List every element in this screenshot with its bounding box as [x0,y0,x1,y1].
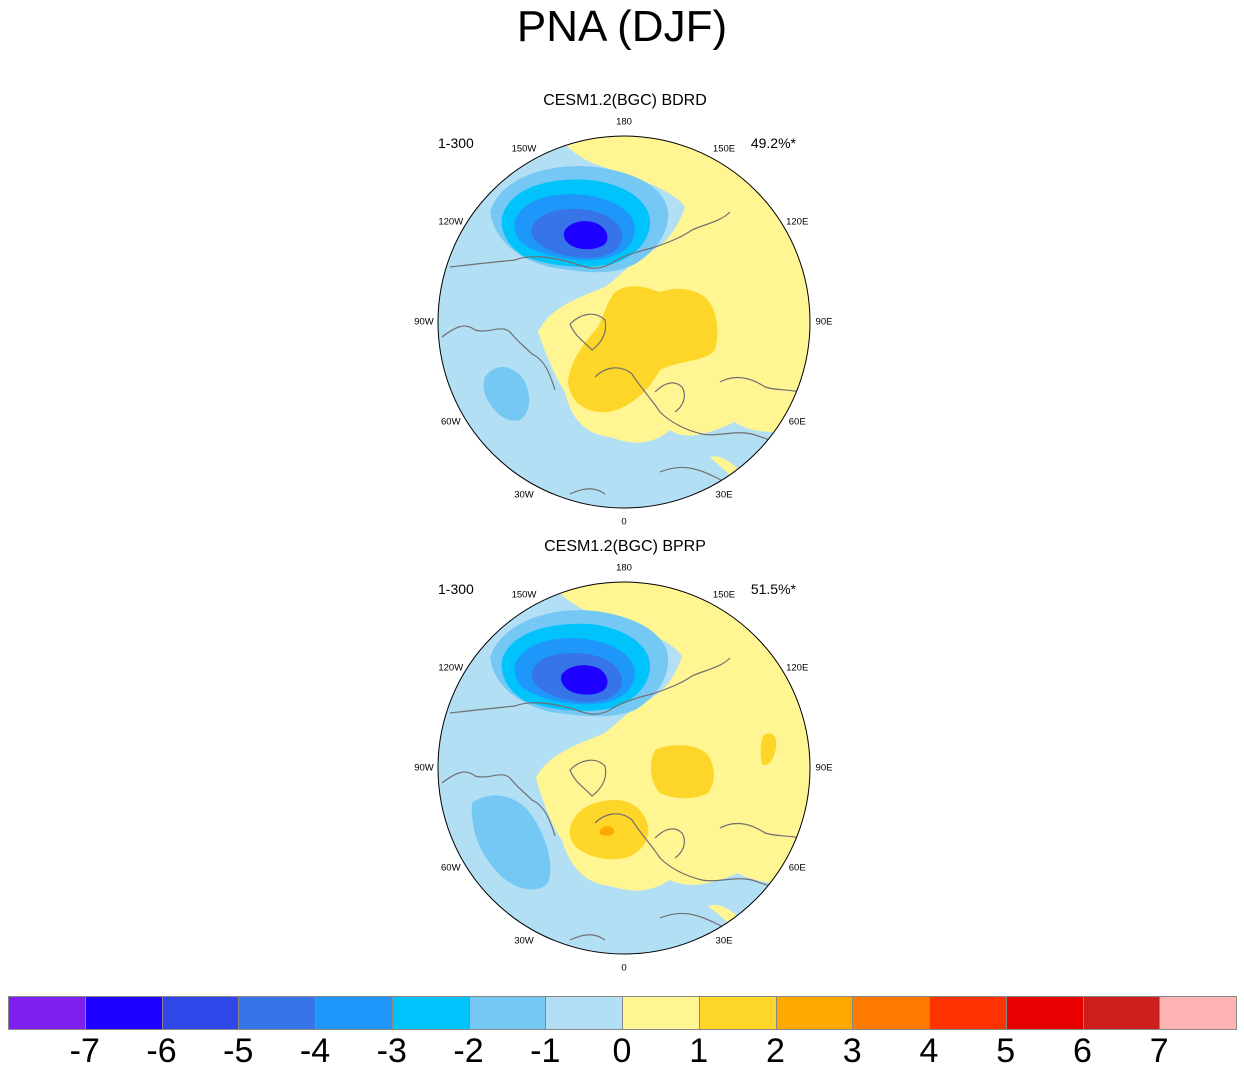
map-boundary [437,581,811,955]
polar-map [437,581,811,955]
field-pos2 [568,286,718,413]
variance-label: 49.2%* [750,135,796,151]
colorbar-box [468,996,547,1030]
colorbar-tick-label: 1 [689,1032,709,1070]
colorbar-tick-label: 2 [766,1032,785,1070]
colorbar-box [315,996,393,1030]
longitude-label: 30E [715,489,733,501]
longitude-label: 90W [414,316,434,328]
map-panel-bdrd: CESM1.2(BGC) BDRD 1-300 49.2%* [414,92,833,528]
colorbar-box [8,996,86,1030]
field-pos2 [650,745,714,799]
colorbar-box [391,996,470,1030]
colorbar-tick-label: -6 [146,1032,177,1070]
longitude-label: 150W [511,143,537,155]
colorbar-tick-label: -1 [530,1032,561,1070]
longitude-label: 180 [616,562,632,574]
longitude-label: 0 [621,962,627,974]
longitude-label: 150E [712,589,736,601]
panel-title: CESM1.2(BGC) BPRP [544,538,706,555]
longitude-label: 60W [441,416,461,428]
longitude-label: 90E [815,762,833,774]
colorbar-box [1159,996,1237,1030]
variance-label: 51.5%* [750,581,796,597]
longitude-label: 120W [438,216,464,228]
map-boundary [437,135,811,509]
longitude-label: 90E [815,316,833,328]
map-panel-bprp: CESM1.2(BGC) BPRP 1-300 51.5%* [414,538,833,974]
colorbar-box [545,996,623,1030]
colorbar-box [238,996,316,1030]
longitude-label: 120E [786,662,809,674]
colorbar-tick-label: -4 [299,1032,331,1070]
field-neg6 [560,665,608,695]
panel-title: CESM1.2(BGC) BDRD [543,92,707,109]
longitude-label: 30W [514,935,534,947]
colorbar-tick-label: 5 [996,1032,1016,1070]
colorbar-tick-label: 6 [1073,1032,1092,1070]
years-label: 1-300 [438,135,474,151]
longitude-label: 60W [441,862,461,874]
longitude-label: 60E [788,416,806,428]
colorbar [8,996,1237,1032]
field-neg2-small [471,795,551,890]
colorbar-tick-label: 4 [919,1032,939,1070]
field-pos3 [599,826,615,836]
field-neg6 [563,221,608,250]
colorbar-tick-label: -3 [376,1032,407,1070]
colorbar-tick-label: 0 [612,1032,632,1070]
longitude-label: 150E [712,143,736,155]
colorbar-box [775,996,854,1030]
colorbar-tick-label: -5 [223,1032,254,1070]
colorbar-box [1082,996,1161,1030]
colorbar-box [929,996,1007,1030]
field-neg2-small [483,366,530,421]
colorbar-box [852,996,930,1030]
longitude-label: 120W [438,662,464,674]
colorbar-tick-label: 7 [1149,1032,1169,1070]
longitude-label: 0 [621,516,627,528]
main-title: PNA (DJF) [516,2,728,51]
longitude-label: 150W [511,589,537,601]
colorbar-box [698,996,777,1030]
colorbar-box [84,996,163,1030]
longitude-label: 180 [616,116,632,128]
coastlines [441,211,810,505]
years-label: 1-300 [438,581,474,597]
colorbar-tick-label: -7 [69,1032,100,1070]
colorbar-box [161,996,240,1030]
longitude-label: 120E [786,216,809,228]
longitude-label: 30E [715,935,733,947]
polar-map [437,135,811,509]
longitude-label: 60E [788,862,806,874]
colorbar-tick-label: 3 [842,1032,862,1070]
longitude-label: 90W [414,762,434,774]
longitude-label: 30W [514,489,534,501]
field-pos2-c [760,733,777,766]
colorbar-box [622,996,700,1030]
coastlines [441,657,810,951]
colorbar-tick-label: -2 [453,1032,484,1070]
colorbar-box [1005,996,1084,1030]
